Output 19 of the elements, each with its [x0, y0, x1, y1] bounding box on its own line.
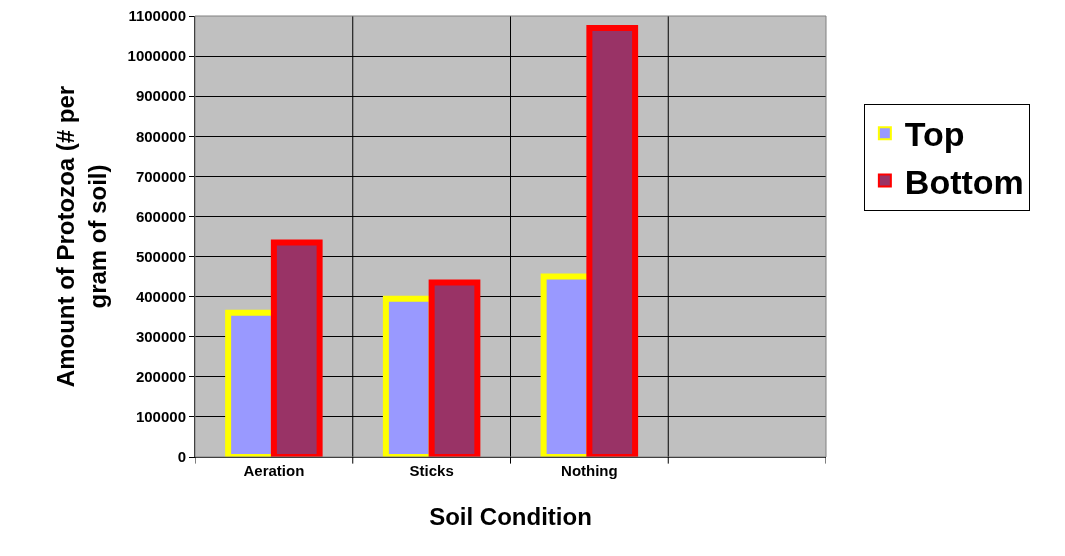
y-tick-label: 700000: [135, 167, 186, 185]
x-tick-label: Sticks: [409, 462, 454, 479]
y-tick-label: 500000: [135, 247, 186, 265]
legend-label: Bottom: [904, 162, 1024, 201]
x-axis-title: Soil Condition: [429, 503, 592, 531]
y-axis-title: Amount of Protozoa (# per gram of soil): [52, 85, 111, 388]
legend-label: Top: [904, 115, 965, 154]
x-tick-label: Aeration: [243, 462, 305, 479]
y-tick-label: 800000: [135, 127, 186, 145]
y-tick-label: 200000: [135, 368, 186, 386]
y-tick-label: 900000: [135, 87, 186, 105]
y-tick-label: 300000: [135, 327, 186, 345]
y-tick-label: 600000: [135, 207, 186, 225]
y-tick-label: 1100000: [128, 7, 186, 25]
y-tick-label: 0: [177, 448, 186, 466]
y-tick-label: 1000000: [127, 47, 186, 65]
y-tick-label: 400000: [135, 287, 186, 305]
x-tick-label: Nothing: [561, 462, 618, 479]
y-tick-label: 100000: [135, 408, 186, 426]
